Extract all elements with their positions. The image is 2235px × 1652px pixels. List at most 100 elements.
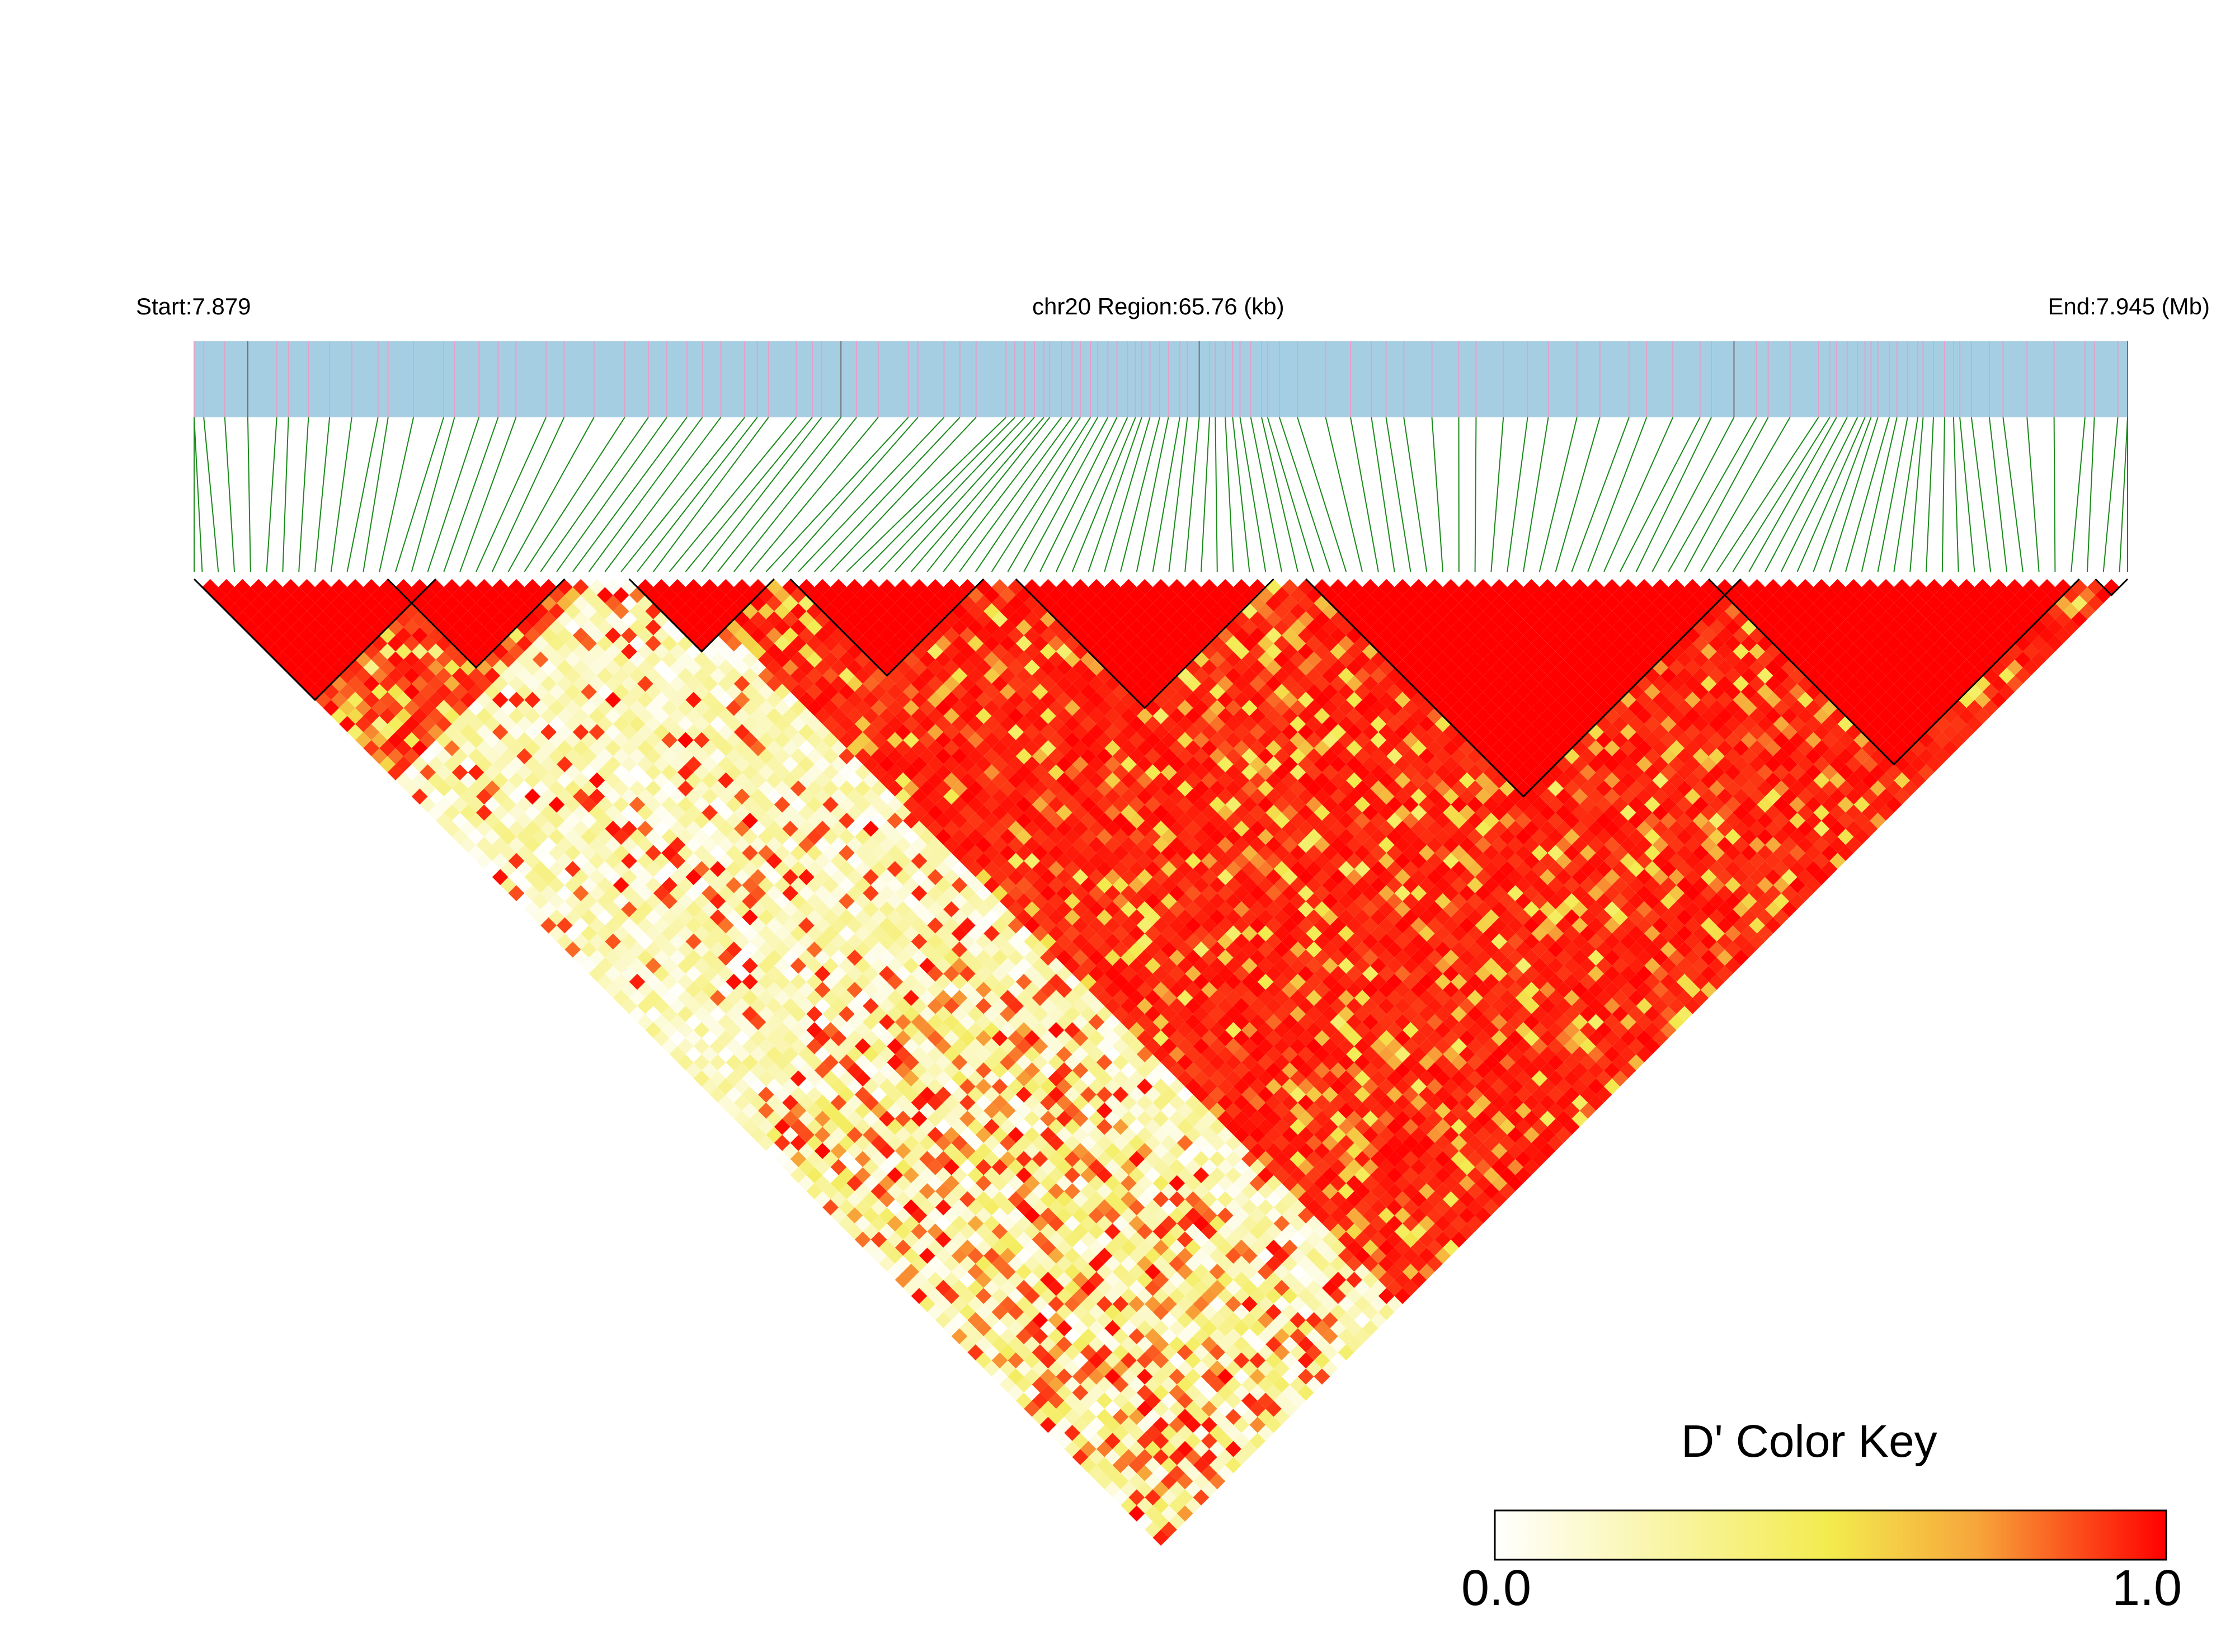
ld-cell: [653, 997, 670, 1014]
ld-cell: [943, 675, 959, 692]
ld-cell: [991, 1207, 1008, 1223]
snp-connector: [1941, 417, 1945, 572]
ld-cell: [1152, 724, 1169, 740]
ld-cell: [1096, 764, 1113, 780]
ld-cell: [597, 829, 613, 845]
ld-cell: [1201, 1014, 1217, 1030]
ld-cell: [1201, 869, 1217, 886]
ld-cell: [1072, 1288, 1089, 1304]
ld-cell: [581, 667, 597, 684]
ld-cell: [1249, 901, 1266, 917]
ld-cell: [508, 772, 525, 789]
ld-cell: [661, 716, 677, 732]
ld-cell: [1096, 1086, 1113, 1103]
ld-cell: [814, 579, 831, 595]
ld-cell: [1403, 1167, 1419, 1183]
ld-cell: [1096, 925, 1113, 942]
ld-cell: [774, 1151, 791, 1168]
ld-cell: [911, 1191, 928, 1208]
ld-cell: [1024, 917, 1040, 934]
ld-cell: [1056, 836, 1072, 853]
ld-cell: [839, 1118, 855, 1135]
ld-cell: [1104, 675, 1121, 692]
ld-cell: [782, 627, 798, 644]
ld-cell: [1000, 619, 1016, 636]
ld-cell: [589, 772, 605, 789]
ld-cell: [935, 1199, 952, 1216]
ld-cell: [1088, 1046, 1105, 1062]
ld-cell: [572, 885, 589, 901]
ld-cell: [1104, 1465, 1121, 1481]
ld-cell: [363, 579, 380, 595]
ld-cell: [492, 643, 509, 660]
ld-cell: [718, 836, 734, 853]
ld-cell: [1282, 1110, 1298, 1127]
ld-cell: [806, 1006, 823, 1022]
ld-cell: [693, 942, 710, 958]
snp-connector: [878, 417, 1025, 572]
ld-cell: [532, 748, 549, 765]
ld-cell: [1121, 1159, 1137, 1175]
ld-cell: [396, 579, 412, 595]
ld-cell: [564, 635, 581, 652]
ld-cell: [1257, 942, 1274, 958]
ld-cell: [1201, 1207, 1217, 1223]
snp-connector: [314, 417, 331, 572]
ld-cell: [1306, 973, 1322, 990]
ld-cell: [975, 1062, 992, 1079]
ld-cell: [903, 829, 919, 845]
ld-cell: [919, 1070, 935, 1087]
ld-cell: [1306, 1054, 1322, 1071]
ld-cell: [637, 949, 653, 966]
ld-cell: [532, 812, 549, 829]
ld-cell: [975, 1046, 992, 1062]
ld-cell: [814, 821, 831, 837]
ld-cell: [1362, 1207, 1378, 1223]
ld-cell: [1177, 1022, 1193, 1038]
ld-cell: [919, 925, 935, 942]
ld-cell: [1161, 1376, 1177, 1393]
snp-connector: [459, 417, 517, 572]
ld-cell: [798, 885, 815, 901]
ld-cell: [1241, 1296, 1258, 1312]
ld-cell: [371, 651, 388, 668]
ld-cell: [653, 804, 670, 821]
ld-cell: [1362, 1223, 1378, 1240]
ld-cell: [677, 1038, 694, 1055]
ld-cell: [1104, 1352, 1121, 1369]
ld-cell: [1161, 957, 1177, 974]
ld-cell: [685, 740, 702, 756]
ld-cell: [653, 901, 670, 917]
ld-cell: [879, 1078, 895, 1095]
ld-cell: [1177, 1183, 1193, 1199]
ld-cell: [798, 756, 815, 773]
ld-cell: [814, 1030, 831, 1047]
ld-cell: [572, 869, 589, 886]
ld-cell: [1096, 1038, 1113, 1055]
ld-cell: [436, 764, 452, 780]
ld-cell: [548, 651, 565, 668]
ld-cell: [879, 660, 895, 676]
ld-cell: [444, 772, 460, 789]
ld-cell: [733, 1110, 750, 1127]
ld-cell: [774, 587, 791, 604]
ld-cell: [1104, 1272, 1121, 1288]
ld-cell: [1080, 877, 1097, 893]
ld-cell: [1193, 973, 1210, 990]
ld-cell: [1015, 1215, 1032, 1232]
ld-cell: [984, 877, 1000, 893]
ld-cell: [1161, 764, 1177, 780]
ld-cell: [1338, 1167, 1354, 1183]
ld-cell: [1121, 1320, 1137, 1336]
ld-cell: [984, 861, 1000, 877]
ld-cell: [1185, 804, 1201, 821]
ld-cell: [1265, 1094, 1282, 1111]
ld-cell: [645, 603, 662, 619]
ld-cell: [1410, 1062, 1427, 1079]
ld-cell: [1136, 997, 1153, 1014]
ld-cell: [621, 643, 637, 660]
ld-cell: [1136, 1094, 1153, 1111]
ld-cell: [822, 1118, 839, 1135]
ld-cell: [1233, 933, 1250, 950]
ld-cell: [1177, 1231, 1193, 1248]
